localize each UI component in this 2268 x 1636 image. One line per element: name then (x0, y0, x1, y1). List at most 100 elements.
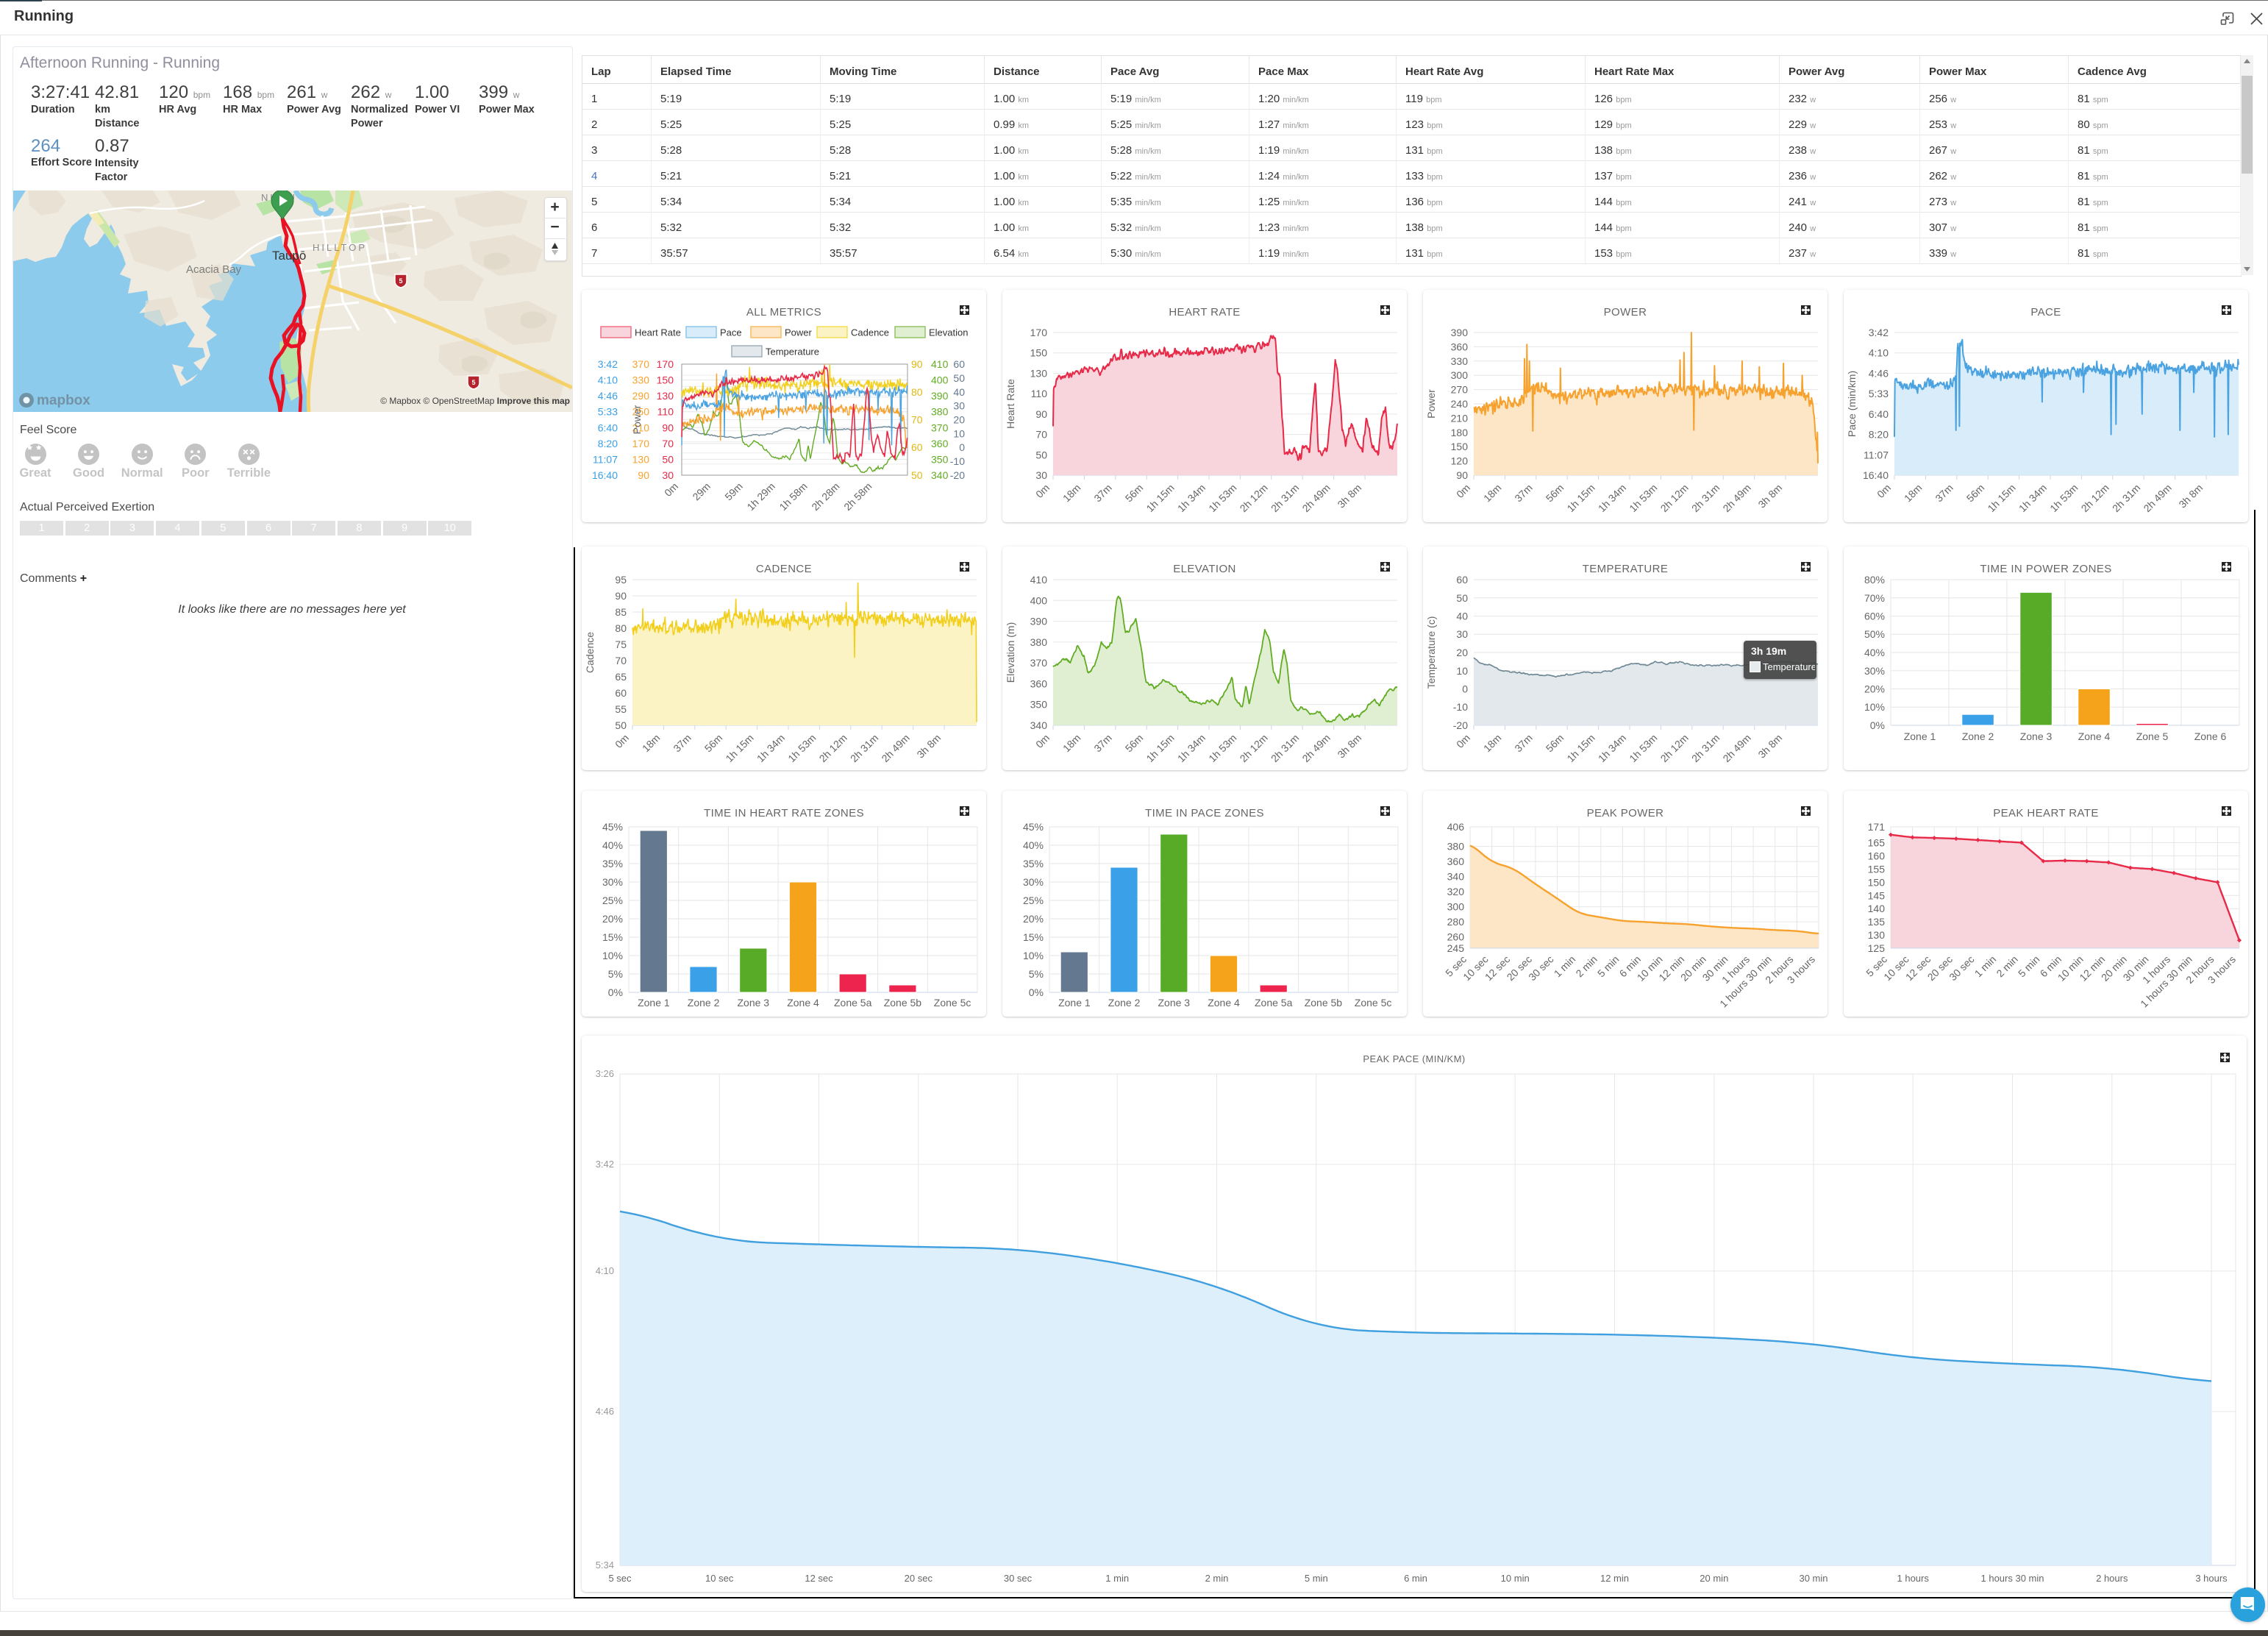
svg-text:2h 31m: 2h 31m (1689, 732, 1722, 764)
svg-text:1h 53m: 1h 53m (2047, 482, 2080, 514)
svg-text:5: 5 (399, 277, 402, 285)
svg-text:Zone 3: Zone 3 (738, 997, 770, 1009)
svg-text:1h 34m: 1h 34m (2016, 482, 2049, 514)
svg-text:20: 20 (1456, 647, 1468, 658)
svg-text:3h 8m: 3h 8m (914, 732, 943, 761)
svg-text:300: 300 (1451, 369, 1469, 381)
svg-text:70%: 70% (1864, 592, 1885, 604)
svg-text:Zone 3: Zone 3 (1158, 997, 1191, 1009)
svg-text:390: 390 (1030, 616, 1048, 627)
svg-text:-10: -10 (950, 455, 965, 467)
svg-text:40%: 40% (1023, 839, 1044, 851)
svg-text:30%: 30% (1023, 876, 1044, 888)
svg-text:0%: 0% (1870, 719, 1885, 731)
svg-text:50: 50 (953, 372, 965, 384)
svg-text:370: 370 (1030, 657, 1048, 669)
svg-text:340: 340 (1030, 719, 1048, 731)
svg-text:2h 49m: 2h 49m (1299, 482, 1332, 514)
svg-text:1h 15m: 1h 15m (1564, 482, 1597, 514)
svg-text:0m: 0m (662, 480, 680, 499)
svg-text:10%: 10% (1864, 701, 1885, 713)
svg-text:2h 12m: 2h 12m (2079, 482, 2111, 514)
svg-text:5%: 5% (608, 968, 623, 980)
svg-text:1h 15m: 1h 15m (1985, 482, 2017, 514)
svg-text:2h 58m: 2h 58m (841, 480, 874, 513)
svg-text:40: 40 (953, 386, 965, 398)
svg-text:30%: 30% (602, 876, 623, 888)
svg-text:30 sec: 30 sec (1947, 953, 1976, 983)
svg-text:Power: Power (1425, 389, 1437, 419)
svg-text:37m: 37m (671, 732, 693, 755)
svg-text:155: 155 (1868, 863, 1886, 875)
svg-text:60: 60 (1456, 574, 1468, 586)
svg-text:5 min: 5 min (2016, 953, 2042, 980)
svg-text:16:40: 16:40 (1863, 469, 1889, 481)
svg-text:410: 410 (1030, 574, 1048, 586)
svg-text:Power: Power (631, 405, 643, 434)
svg-text:Elevation (m): Elevation (m) (1005, 622, 1016, 683)
svg-text:75: 75 (615, 639, 627, 650)
svg-text:5:33: 5:33 (1869, 388, 1889, 399)
svg-text:Zone 5: Zone 5 (2136, 730, 2169, 742)
svg-text:Zone 1: Zone 1 (1058, 997, 1091, 1009)
svg-text:1h 34m: 1h 34m (1596, 482, 1628, 514)
svg-text:Taupō: Taupō (272, 249, 306, 263)
svg-text:Zone 1: Zone 1 (638, 997, 670, 1009)
svg-text:30 sec: 30 sec (1526, 953, 1555, 983)
svg-text:90: 90 (662, 422, 674, 433)
svg-text:0: 0 (959, 441, 965, 453)
svg-text:3:26: 3:26 (596, 1068, 614, 1079)
svg-text:10: 10 (953, 427, 965, 439)
svg-text:245: 245 (1447, 942, 1465, 954)
svg-text:20%: 20% (602, 913, 623, 925)
svg-text:4:46: 4:46 (1869, 367, 1889, 379)
svg-text:145: 145 (1868, 889, 1886, 901)
svg-text:2h 31m: 2h 31m (1269, 732, 1301, 764)
svg-text:270: 270 (1451, 384, 1469, 396)
svg-text:2 min: 2 min (1994, 953, 2020, 980)
svg-text:1h 34m: 1h 34m (1175, 732, 1208, 764)
svg-text:250: 250 (632, 406, 650, 418)
svg-text:20%: 20% (1864, 683, 1885, 695)
svg-text:56m: 56m (1123, 482, 1146, 505)
svg-text:330: 330 (1451, 355, 1469, 367)
svg-text:2h 31m: 2h 31m (848, 732, 880, 764)
svg-text:8:20: 8:20 (1869, 429, 1889, 441)
svg-text:85: 85 (615, 606, 627, 618)
svg-text:210: 210 (632, 422, 650, 433)
svg-text:280: 280 (1447, 916, 1465, 928)
svg-text:390: 390 (1451, 327, 1469, 338)
svg-text:12 min: 12 min (1600, 1573, 1629, 1584)
svg-text:3:42: 3:42 (598, 358, 618, 370)
svg-text:406: 406 (1447, 821, 1465, 833)
svg-text:29m: 29m (690, 480, 713, 503)
svg-text:2h 49m: 2h 49m (2141, 482, 2173, 514)
svg-text:15%: 15% (1023, 931, 1044, 943)
svg-text:15%: 15% (602, 931, 623, 943)
svg-text:171: 171 (1868, 821, 1886, 833)
svg-text:30: 30 (953, 400, 965, 412)
svg-text:10 sec: 10 sec (705, 1573, 734, 1584)
svg-text:2h 49m: 2h 49m (1299, 732, 1332, 764)
svg-text:45%: 45% (602, 821, 623, 833)
svg-text:50: 50 (1456, 592, 1468, 604)
svg-text:1h 15m: 1h 15m (1144, 482, 1176, 514)
svg-text:70: 70 (1035, 429, 1047, 441)
svg-text:© Mapbox © OpenStreetMap Impro: © Mapbox © OpenStreetMap Improve this ma… (380, 396, 570, 406)
svg-text:3h 8m: 3h 8m (1755, 732, 1784, 761)
svg-text:5: 5 (471, 379, 475, 386)
svg-text:2h 28m: 2h 28m (809, 480, 841, 513)
svg-text:0m: 0m (1454, 732, 1472, 750)
svg-text:60: 60 (911, 441, 923, 453)
svg-text:130: 130 (657, 390, 674, 402)
svg-text:12 sec: 12 sec (805, 1573, 833, 1584)
svg-text:Cadence: Cadence (584, 632, 596, 673)
svg-text:20: 20 (953, 414, 965, 426)
svg-text:340: 340 (1447, 871, 1465, 883)
svg-text:18m: 18m (1481, 482, 1504, 505)
svg-text:2h 49m: 2h 49m (879, 732, 911, 764)
svg-text:6:40: 6:40 (1869, 408, 1889, 420)
svg-text:80%: 80% (1864, 574, 1885, 586)
svg-text:1 min: 1 min (1552, 953, 1578, 980)
svg-text:Temperature (c): Temperature (c) (1425, 616, 1437, 689)
